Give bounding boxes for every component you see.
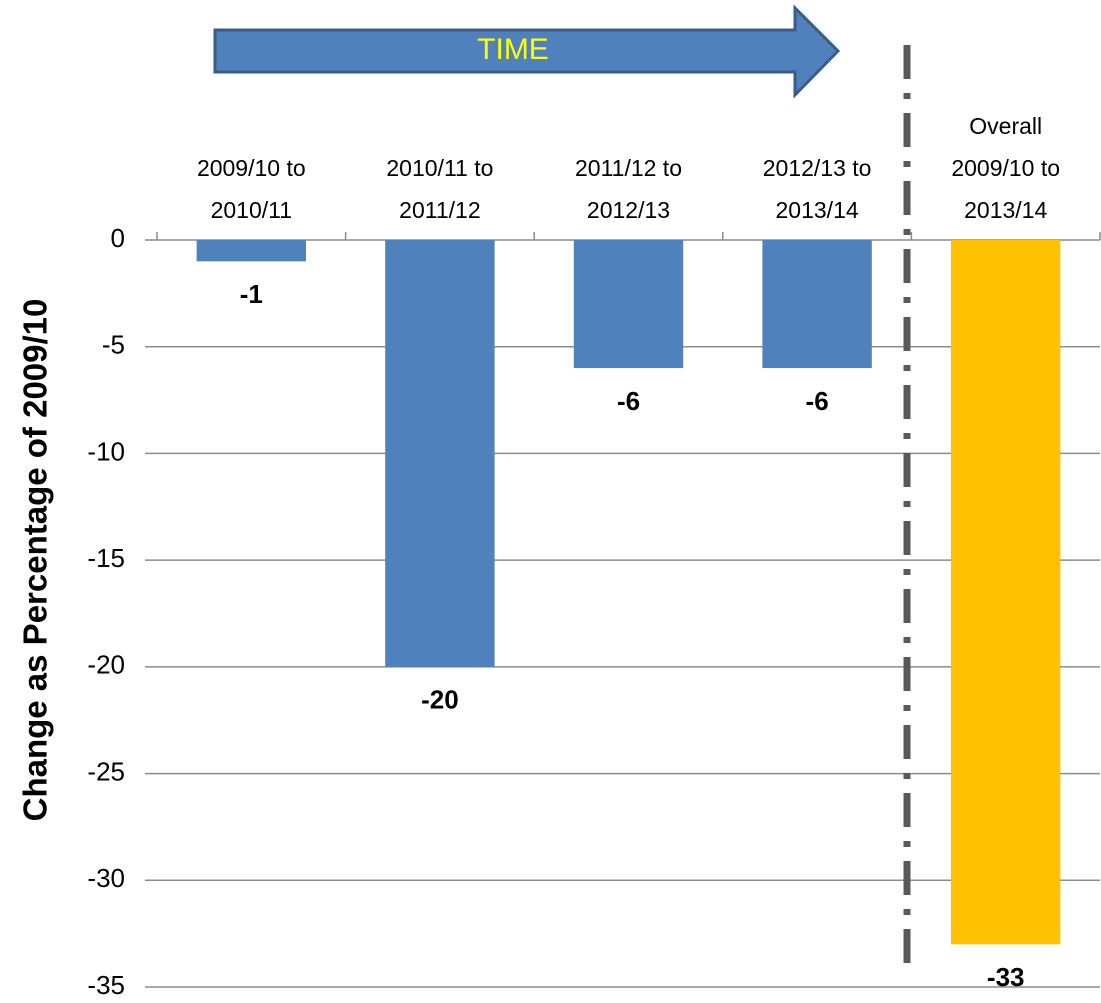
value-label: -6 — [806, 386, 829, 416]
bar — [385, 240, 495, 667]
bar — [573, 240, 684, 369]
y-axis-label: Change as Percentage of 2009/10 — [17, 299, 54, 822]
y-tick-label: -25 — [87, 756, 125, 786]
x-tick-label: 2010/11 to 2011/12 — [386, 155, 493, 223]
value-label: -20 — [421, 685, 459, 715]
y-tick-label: -15 — [87, 543, 125, 573]
time-arrow — [213, 4, 841, 99]
time-label: TIME — [477, 33, 549, 66]
bar — [762, 240, 872, 369]
value-label: -33 — [987, 962, 1025, 992]
x-tick-label: Overall 2009/10 to 2013/14 — [951, 113, 1060, 223]
bar — [951, 240, 1061, 945]
x-tick-label: 2011/12 to 2012/13 — [575, 155, 682, 223]
y-tick-label: -10 — [87, 436, 125, 466]
y-tick-label: -5 — [102, 330, 125, 360]
value-label: -6 — [617, 386, 640, 416]
x-tick-label: 2012/13 to 2013/14 — [763, 155, 872, 223]
y-tick-label: -20 — [87, 650, 125, 680]
y-tick-label: -30 — [87, 863, 125, 893]
bar — [196, 240, 306, 262]
y-tick-label: -35 — [87, 970, 125, 1000]
value-label: -1 — [240, 279, 263, 309]
y-tick-label: 0 — [111, 223, 125, 253]
x-tick-label: 2009/10 to 2010/11 — [197, 155, 306, 223]
